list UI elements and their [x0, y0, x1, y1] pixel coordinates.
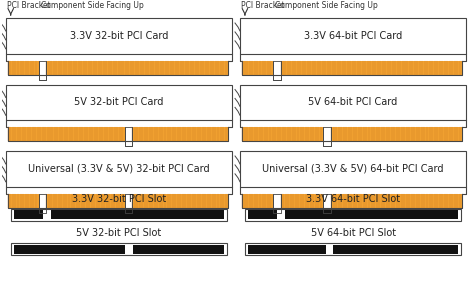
Bar [245, 243, 461, 255]
Text: PCI Bracket: PCI Bracket [7, 1, 51, 10]
Bar [11, 209, 227, 221]
Bar [242, 127, 323, 141]
Text: 5V 32-bit PCI Card: 5V 32-bit PCI Card [74, 97, 164, 107]
Bar [133, 245, 224, 254]
Bar [248, 210, 277, 219]
Bar [331, 194, 462, 208]
Bar [281, 60, 462, 75]
Bar [38, 194, 46, 213]
Text: Universal (3.3V & 5V) 32-bit PCI Card: Universal (3.3V & 5V) 32-bit PCI Card [28, 164, 210, 174]
Bar [240, 85, 466, 120]
Text: 5V 64-bit PCI Card: 5V 64-bit PCI Card [309, 97, 398, 107]
Bar [132, 194, 228, 208]
Text: PCI Bracket: PCI Bracket [241, 1, 285, 10]
Bar [14, 210, 43, 219]
Bar [51, 210, 224, 219]
Bar [6, 18, 232, 54]
Bar [285, 210, 458, 219]
Text: Universal (3.3V & 5V) 64-bit PCI Card: Universal (3.3V & 5V) 64-bit PCI Card [263, 164, 444, 174]
Bar [46, 194, 125, 208]
Bar [242, 194, 273, 208]
Bar [125, 194, 132, 213]
Text: 5V 64-bit PCI Slot: 5V 64-bit PCI Slot [310, 228, 396, 238]
Text: Component Side Facing Up: Component Side Facing Up [40, 1, 143, 10]
Bar [8, 194, 38, 208]
Bar [281, 194, 323, 208]
Text: 3.3V 32-bit PCI Card: 3.3V 32-bit PCI Card [70, 31, 168, 41]
Text: Component Side Facing Up: Component Side Facing Up [275, 1, 377, 10]
Bar [248, 245, 326, 254]
Text: 5V 32-bit PCI Slot: 5V 32-bit PCI Slot [76, 228, 162, 238]
Bar [273, 194, 281, 213]
Bar [333, 245, 458, 254]
Bar [273, 60, 281, 80]
Bar [323, 194, 331, 213]
Bar [240, 151, 466, 187]
Text: 3.3V 32-bit PCI Slot: 3.3V 32-bit PCI Slot [72, 194, 166, 204]
Bar [46, 60, 228, 75]
Bar [125, 127, 132, 146]
Bar [132, 127, 228, 141]
Bar [38, 60, 46, 80]
Text: 3.3V 64-bit PCI Slot: 3.3V 64-bit PCI Slot [306, 194, 400, 204]
Bar [8, 127, 125, 141]
Bar [331, 127, 462, 141]
Bar [6, 85, 232, 120]
Bar [14, 245, 125, 254]
Bar [8, 60, 38, 75]
Bar [11, 243, 227, 255]
Bar [242, 60, 273, 75]
Bar [245, 209, 461, 221]
Text: 3.3V 64-bit PCI Card: 3.3V 64-bit PCI Card [304, 31, 402, 41]
Bar [6, 151, 232, 187]
Bar [240, 18, 466, 54]
Bar [323, 127, 331, 146]
